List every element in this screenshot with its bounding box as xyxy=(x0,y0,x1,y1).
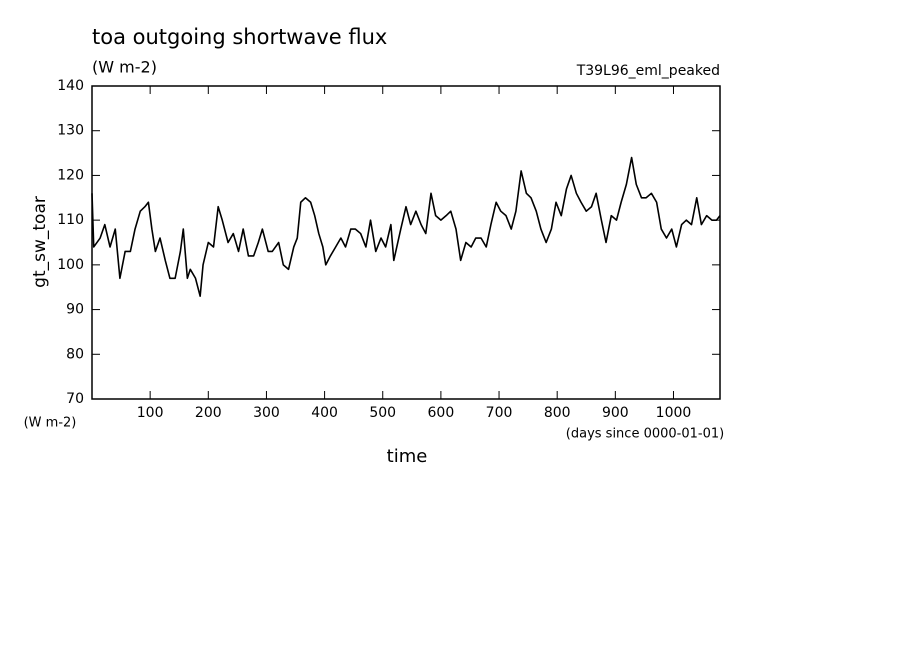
run-label: T39L96_eml_peaked xyxy=(576,63,720,79)
y-tick-label: 120 xyxy=(57,167,84,183)
x-tick-label: 300 xyxy=(253,405,280,421)
x-axis-label: time xyxy=(387,446,428,467)
y-tick-label: 110 xyxy=(57,212,84,228)
x-tick-label: 700 xyxy=(486,405,513,421)
y-unit-label: (W m-2) xyxy=(24,416,77,431)
x-tick-label: 600 xyxy=(428,405,455,421)
chart-subtitle: (W m-2) xyxy=(92,58,157,77)
y-tick-label: 80 xyxy=(66,346,84,362)
x-tick-label: 800 xyxy=(544,405,571,421)
x-tick-label: 100 xyxy=(137,405,164,421)
y-axis-label: gt_sw_toar xyxy=(30,196,50,288)
y-tick-label: 140 xyxy=(57,78,84,94)
x-tick-label: 1000 xyxy=(656,405,692,421)
x-unit-label: (days since 0000-01-01) xyxy=(566,427,724,442)
y-tick-label: 90 xyxy=(66,302,84,318)
y-tick-label: 70 xyxy=(66,391,84,407)
x-tick-label: 200 xyxy=(195,405,222,421)
x-tick-label: 500 xyxy=(369,405,396,421)
data-line xyxy=(91,156,721,297)
y-tick-label: 100 xyxy=(57,257,84,273)
y-tick-label: 130 xyxy=(57,123,84,139)
x-tick-label: 400 xyxy=(311,405,338,421)
plot-frame xyxy=(91,85,721,400)
chart-title: toa outgoing shortwave flux xyxy=(92,25,387,49)
x-tick-label: 900 xyxy=(602,405,629,421)
